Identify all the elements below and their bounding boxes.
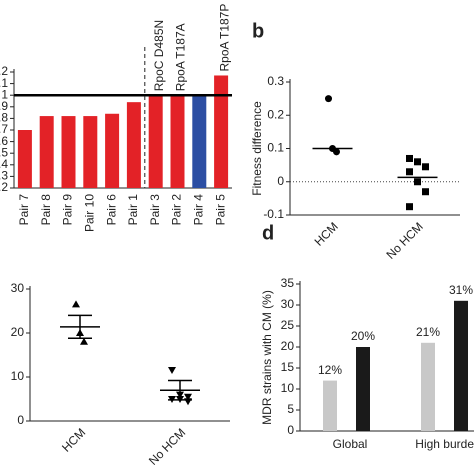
value-label: 21% xyxy=(416,325,440,339)
x-tick-label: Pair 3 xyxy=(148,194,162,226)
y-tick-label: 0.9 xyxy=(0,99,8,113)
x-tick-label: Pair 8 xyxy=(39,194,53,226)
y-tick-label: 0.6 xyxy=(0,134,8,148)
y-tick-label: 5 xyxy=(287,402,294,416)
bar xyxy=(170,95,185,188)
x-tick-label: Pair 5 xyxy=(213,194,227,226)
y-tick-label: 35 xyxy=(281,276,295,290)
point xyxy=(406,203,413,211)
point xyxy=(72,300,80,308)
panel-label: d xyxy=(262,222,274,244)
point xyxy=(176,396,184,403)
bar xyxy=(421,342,435,431)
x-tick-label: Pair 9 xyxy=(61,194,75,226)
value-label: 12% xyxy=(318,363,342,377)
bar xyxy=(323,380,337,431)
bar xyxy=(214,75,229,188)
point xyxy=(80,337,88,345)
y-tick-label: 0.3 xyxy=(267,74,284,88)
point xyxy=(184,393,192,401)
bar xyxy=(126,102,141,188)
x-tick-label: HCM xyxy=(59,425,88,454)
x-tick-label: No HCM xyxy=(146,425,188,467)
point xyxy=(176,391,184,399)
bar xyxy=(192,95,207,188)
y-tick-label: 15 xyxy=(281,360,295,374)
y-tick-label: 20 xyxy=(11,325,25,339)
y-tick-label: 10 xyxy=(281,381,295,395)
y-tick-label: 30 xyxy=(281,297,295,311)
point xyxy=(333,148,340,156)
y-tick-label: 0.7 xyxy=(0,122,8,136)
annotation: RpoA T187P xyxy=(217,4,231,72)
x-tick-label: Pair 10 xyxy=(82,194,96,232)
point xyxy=(414,158,421,166)
annotation: RpoA T187A xyxy=(174,23,188,91)
point xyxy=(325,95,332,103)
panel-label: b xyxy=(252,20,264,42)
y-tick-label: 0.3 xyxy=(0,169,8,183)
point xyxy=(406,154,413,162)
x-tick-label: Global xyxy=(333,437,368,451)
x-tick-label: Pair 4 xyxy=(191,194,205,226)
value-label: 20% xyxy=(351,329,375,343)
y-tick-label: 1.2 xyxy=(0,64,8,78)
x-tick-label: Pair 6 xyxy=(104,194,118,226)
y-tick-label: 0.8 xyxy=(0,111,8,125)
y-tick-label: 0.1 xyxy=(267,141,284,155)
y-tick-label: 25 xyxy=(281,318,295,332)
value-label: 31% xyxy=(449,283,473,297)
y-tick-label: 0.2 xyxy=(267,107,284,121)
y-tick-label: 0.2 xyxy=(0,180,8,194)
y-tick-label: 1.1 xyxy=(0,76,8,90)
y-tick-label: 0 xyxy=(277,174,284,188)
x-tick-label: Pair 2 xyxy=(170,194,184,226)
point xyxy=(422,163,429,171)
y-tick-label: 20 xyxy=(281,339,295,353)
y-tick-label: -0.1 xyxy=(263,207,284,221)
y-tick-label: 0.5 xyxy=(0,145,8,159)
y-axis-label: MDR strains with CM (%) xyxy=(260,290,274,425)
bar xyxy=(148,95,163,188)
point xyxy=(414,178,421,186)
y-tick-label: 0 xyxy=(287,423,294,437)
y-tick-label: 10 xyxy=(11,369,25,383)
x-tick-label: Pair 7 xyxy=(17,194,31,226)
y-tick-label: 0 xyxy=(17,413,24,427)
bar xyxy=(61,116,76,188)
point xyxy=(184,398,192,406)
bar xyxy=(454,300,468,431)
x-tick-label: High burden xyxy=(415,437,474,451)
annotation: RpoC D485N xyxy=(152,20,166,91)
bar xyxy=(83,116,98,188)
bar xyxy=(356,347,370,431)
point xyxy=(406,168,413,176)
point xyxy=(168,396,176,403)
x-tick-label: Pair 1 xyxy=(126,194,140,226)
bar xyxy=(39,116,54,188)
point xyxy=(168,366,176,374)
bar xyxy=(17,130,32,188)
y-tick-label: 0.4 xyxy=(0,157,8,171)
y-tick-label: 30 xyxy=(11,281,25,295)
bar xyxy=(105,113,120,188)
y-tick-label: 1 xyxy=(1,87,8,101)
y-axis-label: Fitness difference xyxy=(250,101,264,196)
point xyxy=(76,329,84,336)
x-tick-label: No HCM xyxy=(383,219,425,261)
point xyxy=(422,188,429,196)
x-tick-label: HCM xyxy=(312,219,341,248)
